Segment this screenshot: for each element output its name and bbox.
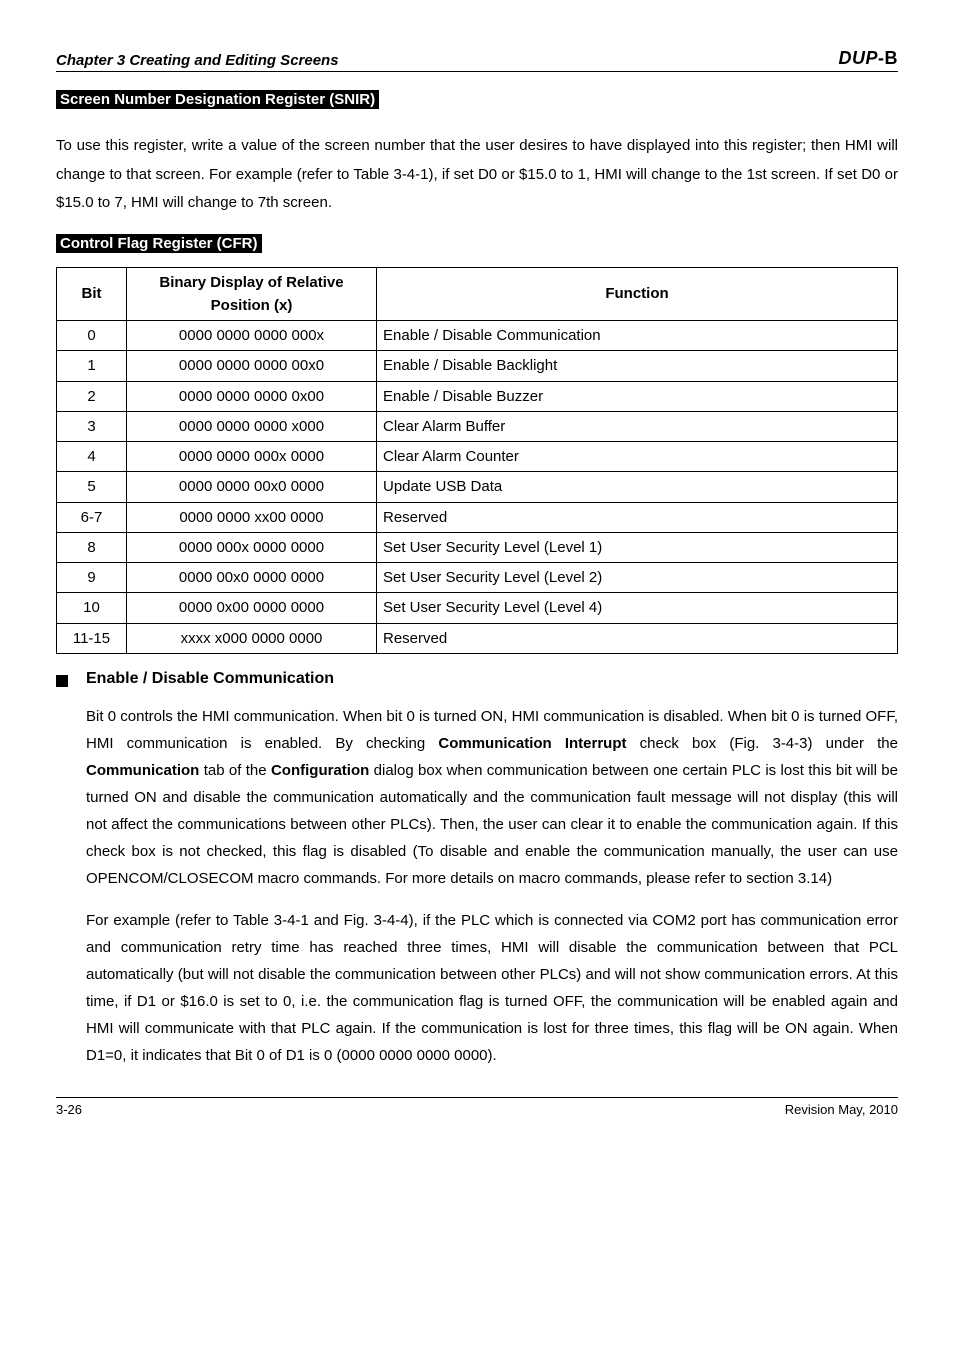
cell-bit: 4 <box>57 442 127 472</box>
table-header-row: Bit Binary Display of Relative Position … <box>57 267 898 321</box>
section-paragraph-2: For example (refer to Table 3-4-1 and Fi… <box>86 907 898 1069</box>
table-row: 100000 0x00 0000 0000Set User Security L… <box>57 593 898 623</box>
cell-bit: 10 <box>57 593 127 623</box>
table-row: 40000 0000 000x 0000Clear Alarm Counter <box>57 442 898 472</box>
section-title: Enable / Disable Communication <box>86 670 334 688</box>
cell-bin: 0000 0000 00x0 0000 <box>127 472 377 502</box>
cell-bit: 2 <box>57 381 127 411</box>
cell-bin: 0000 00x0 0000 0000 <box>127 563 377 593</box>
page-footer: 3-26 Revision May, 2010 <box>56 1097 898 1117</box>
cell-bin: 0000 0x00 0000 0000 <box>127 593 377 623</box>
table-row: 90000 00x0 0000 0000Set User Security Le… <box>57 563 898 593</box>
revision-text: Revision May, 2010 <box>785 1102 898 1117</box>
cfr-table: Bit Binary Display of Relative Position … <box>56 267 898 654</box>
table-row: 30000 0000 0000 x000Clear Alarm Buffer <box>57 411 898 441</box>
p1-bold-3: Configuration <box>271 762 369 779</box>
table-row: 00000 0000 0000 000xEnable / Disable Com… <box>57 321 898 351</box>
cell-fn: Enable / Disable Backlight <box>377 351 898 381</box>
cell-fn: Reserved <box>377 502 898 532</box>
cell-fn: Set User Security Level (Level 1) <box>377 532 898 562</box>
cell-bin: 0000 0000 0000 x000 <box>127 411 377 441</box>
cell-bin: 0000 000x 0000 0000 <box>127 532 377 562</box>
cell-bit: 3 <box>57 411 127 441</box>
cell-fn: Update USB Data <box>377 472 898 502</box>
cell-bit: 1 <box>57 351 127 381</box>
p1-text-c: check box (Fig. 3-4-3) under the <box>627 735 898 752</box>
cell-bin: 0000 0000 xx00 0000 <box>127 502 377 532</box>
cell-fn: Set User Security Level (Level 2) <box>377 563 898 593</box>
cell-bit: 5 <box>57 472 127 502</box>
cell-bin: 0000 0000 0000 000x <box>127 321 377 351</box>
table-row: 11-15xxxx x000 0000 0000Reserved <box>57 623 898 653</box>
table-row: 20000 0000 0000 0x00Enable / Disable Buz… <box>57 381 898 411</box>
col-bit: Bit <box>57 267 127 321</box>
cell-bit: 6-7 <box>57 502 127 532</box>
cell-bit: 0 <box>57 321 127 351</box>
p1-bold-1: Communication Interrupt <box>438 735 626 752</box>
p1-text-e: dialog box when communication between on… <box>86 762 898 887</box>
table-row: 6-70000 0000 xx00 0000Reserved <box>57 502 898 532</box>
cell-fn: Enable / Disable Buzzer <box>377 381 898 411</box>
page-number: 3-26 <box>56 1102 82 1117</box>
chapter-title: Chapter 3 Creating and Editing Screens <box>56 52 339 69</box>
table-row: 10000 0000 0000 00x0Enable / Disable Bac… <box>57 351 898 381</box>
cell-bin: xxxx x000 0000 0000 <box>127 623 377 653</box>
cell-bin: 0000 0000 0000 0x00 <box>127 381 377 411</box>
cell-bin: 0000 0000 0000 00x0 <box>127 351 377 381</box>
cell-fn: Enable / Disable Communication <box>377 321 898 351</box>
logo-text-a: DUP <box>838 48 878 68</box>
cell-bit: 9 <box>57 563 127 593</box>
col-bin: Binary Display of Relative Position (x) <box>127 267 377 321</box>
cell-fn: Reserved <box>377 623 898 653</box>
cell-fn: Clear Alarm Counter <box>377 442 898 472</box>
col-fn: Function <box>377 267 898 321</box>
table-row: 50000 0000 00x0 0000Update USB Data <box>57 472 898 502</box>
cell-fn: Clear Alarm Buffer <box>377 411 898 441</box>
page-header: Chapter 3 Creating and Editing Screens D… <box>56 48 898 72</box>
cell-fn: Set User Security Level (Level 4) <box>377 593 898 623</box>
cell-bin: 0000 0000 000x 0000 <box>127 442 377 472</box>
p1-text-d: tab of the <box>199 762 271 779</box>
bullet-icon <box>56 675 68 687</box>
section-paragraph-1: Bit 0 controls the HMI communication. Wh… <box>86 703 898 892</box>
snir-body: To use this register, write a value of t… <box>56 132 898 218</box>
section-header: Enable / Disable Communication <box>56 670 898 688</box>
logo-text-b: -B <box>878 48 898 68</box>
cell-bit: 8 <box>57 532 127 562</box>
table-row: 80000 000x 0000 0000Set User Security Le… <box>57 532 898 562</box>
brand-logo: DUP-B <box>838 48 898 69</box>
p1-bold-2: Communication <box>86 762 199 779</box>
cell-bit: 11-15 <box>57 623 127 653</box>
snir-heading: Screen Number Designation Register (SNIR… <box>56 90 379 109</box>
cfr-heading: Control Flag Register (CFR) <box>56 234 262 253</box>
